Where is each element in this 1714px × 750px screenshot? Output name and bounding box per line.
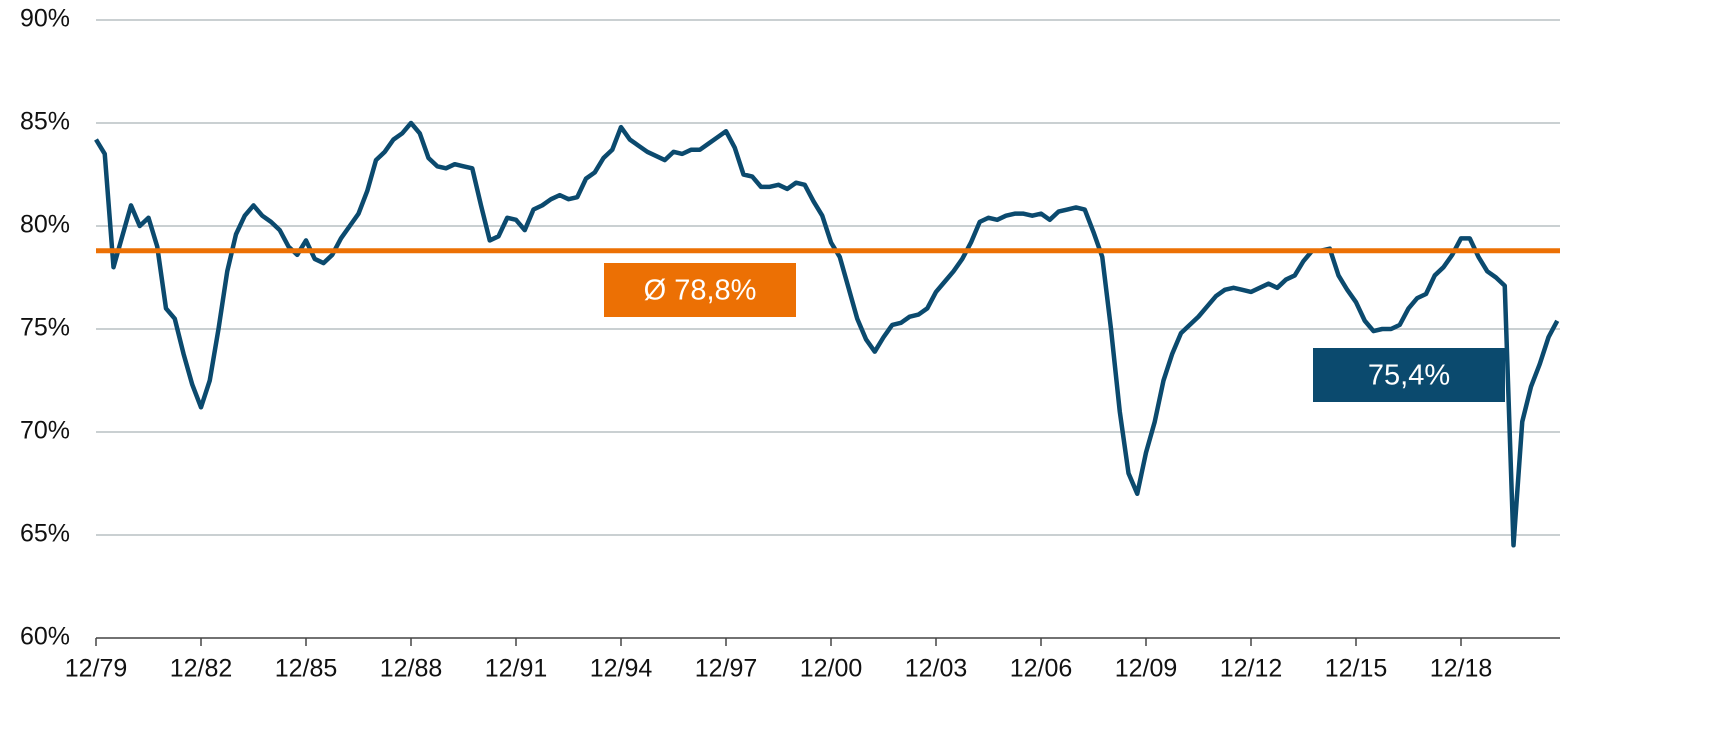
x-tick-label: 12/91 [485,655,548,683]
y-tick-label: 65% [20,520,70,548]
x-tick-label: 12/94 [590,655,653,683]
y-tick-label: 60% [20,623,70,651]
data-line [94,120,1560,548]
y-tick-label: 75% [20,314,70,342]
x-tick-label: 12/79 [65,655,128,683]
x-tick-label: 12/09 [1115,655,1178,683]
x-tick-label: 12/06 [1010,655,1073,683]
y-tick-label: 85% [20,108,70,136]
x-tick-label: 12/97 [695,655,758,683]
x-tick-label: 12/18 [1430,655,1493,683]
y-tick-label: 90% [20,5,70,33]
y-tick-label: 70% [20,417,70,445]
last-value-label: 75,4% [1368,360,1450,392]
average-label-box [604,263,796,317]
x-tick-label: 12/12 [1220,655,1283,683]
x-tick-label: 12/15 [1325,655,1388,683]
average-label: Ø 78,8% [644,275,757,307]
x-tick-label: 12/82 [170,655,233,683]
x-tick-label: 12/88 [380,655,443,683]
y-tick-label: 80% [20,211,70,239]
last-value-box [1313,348,1505,402]
x-tick-label: 12/85 [275,655,338,683]
x-tick-label: 12/03 [905,655,968,683]
x-tick-label: 12/00 [800,655,863,683]
